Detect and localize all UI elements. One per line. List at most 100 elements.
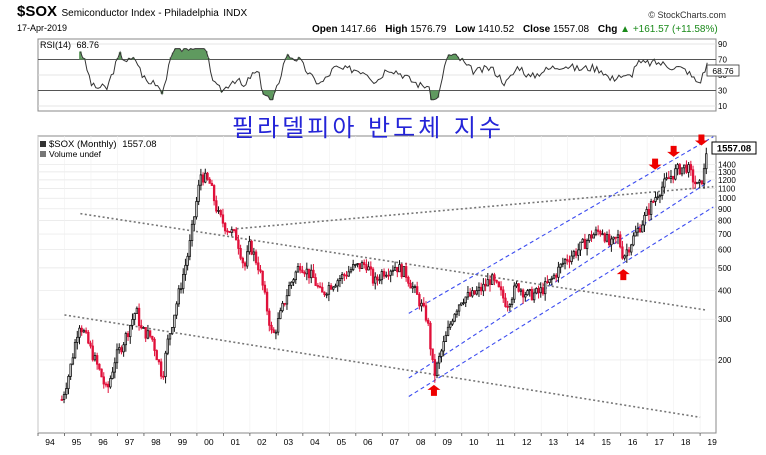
candle-body (263, 284, 267, 293)
candle-body (73, 342, 77, 359)
candle-body (557, 266, 560, 278)
candle-body (599, 231, 602, 235)
x-tick-label: 18 (681, 437, 691, 447)
y-tick-label: 200 (718, 356, 732, 365)
candle-body (261, 270, 264, 286)
candle-body (449, 323, 452, 328)
candle-body (583, 238, 587, 249)
candle-body (184, 264, 187, 275)
candle-body (226, 230, 229, 233)
candle-body (360, 262, 364, 269)
candle-body (365, 264, 368, 271)
candle-body (486, 279, 489, 287)
candle-body (700, 180, 704, 185)
down-arrow-marker (648, 158, 662, 170)
y-tick-label: 1300 (718, 168, 736, 177)
chg-label: Chg (597, 24, 618, 35)
candle-body (643, 214, 646, 226)
candle-body (612, 236, 615, 240)
candle-body (338, 278, 342, 282)
candle-body (440, 350, 443, 357)
candle-body (349, 269, 353, 273)
candle-body (219, 210, 222, 216)
candle-body (546, 281, 549, 284)
candle-body (179, 288, 183, 291)
x-tick-label: 00 (204, 437, 214, 447)
x-tick-label: 06 (363, 437, 373, 447)
rsi-tick-label: 70 (718, 56, 727, 65)
candle-body (199, 174, 203, 186)
x-tick-label: 15 (601, 437, 611, 447)
candle-body (696, 181, 699, 185)
candle-body (453, 313, 456, 322)
candle-body (537, 288, 540, 294)
y-tick-label: 600 (718, 246, 732, 255)
candle-body (257, 262, 260, 271)
candle-body (424, 305, 428, 321)
y-tick-label: 1400 (718, 160, 736, 169)
candle-body (656, 196, 659, 199)
candle-body (393, 266, 397, 271)
candle-body (351, 264, 355, 271)
x-tick-label: 04 (310, 437, 320, 447)
y-tick-label: 1200 (718, 176, 736, 185)
candle-body (641, 224, 644, 233)
candle-body (652, 201, 655, 203)
candle-body (685, 164, 688, 173)
candle-body (113, 362, 116, 373)
candle-body (109, 378, 112, 388)
candle-body (475, 290, 478, 295)
blue-trendline (408, 206, 714, 397)
candle-body (303, 272, 306, 275)
candle-body (237, 239, 240, 249)
candle-body (568, 260, 571, 263)
candle-body (115, 349, 119, 364)
rsi-label-text: RSI(14) (40, 40, 71, 50)
chg-value: +161.57 (+11.58%) (632, 24, 718, 35)
candle-body (603, 233, 606, 242)
blue-trendline (408, 136, 714, 314)
price-panel-frame (37, 135, 717, 434)
candle-body (592, 234, 595, 239)
candle-body (680, 167, 684, 175)
candle-body (579, 241, 582, 251)
candle-body (588, 234, 591, 241)
candle-body (151, 335, 154, 340)
candle-body (616, 234, 620, 238)
rsi-tick-label: 10 (718, 102, 727, 111)
candle-body (287, 285, 291, 297)
candle-body (387, 274, 390, 277)
candle-body (164, 352, 167, 377)
candle-body (594, 229, 598, 235)
candle-body (451, 320, 454, 325)
candle-body (435, 362, 439, 377)
candle-body (687, 164, 690, 173)
candle-body (513, 285, 516, 300)
x-tick-label: 19 (707, 437, 717, 447)
y-tick-label: 500 (718, 264, 732, 273)
candle-body (380, 271, 384, 281)
candle-body (508, 304, 512, 308)
candle-body (605, 234, 609, 242)
x-tick-label: 10 (469, 437, 479, 447)
x-tick-label: 01 (231, 437, 241, 447)
candle-body (444, 334, 448, 342)
x-tick-label: 95 (72, 437, 82, 447)
candle-body (497, 281, 501, 288)
candle-body (325, 293, 328, 296)
candle-body (294, 271, 297, 281)
candle-body (484, 283, 487, 287)
candle-body (574, 251, 578, 256)
candle-body (250, 240, 253, 255)
x-tick-label: 12 (522, 437, 532, 447)
symbol: $SOX (17, 3, 58, 20)
last-price-marker: 1557.08 (717, 144, 751, 155)
candle-body (210, 182, 214, 186)
candle-body (100, 368, 103, 378)
y-tick-label: 400 (718, 286, 732, 295)
candle-body (552, 274, 556, 279)
candle-body (65, 388, 68, 395)
candle-body (122, 344, 125, 353)
candle-body (698, 180, 701, 183)
candle-body (649, 201, 653, 215)
